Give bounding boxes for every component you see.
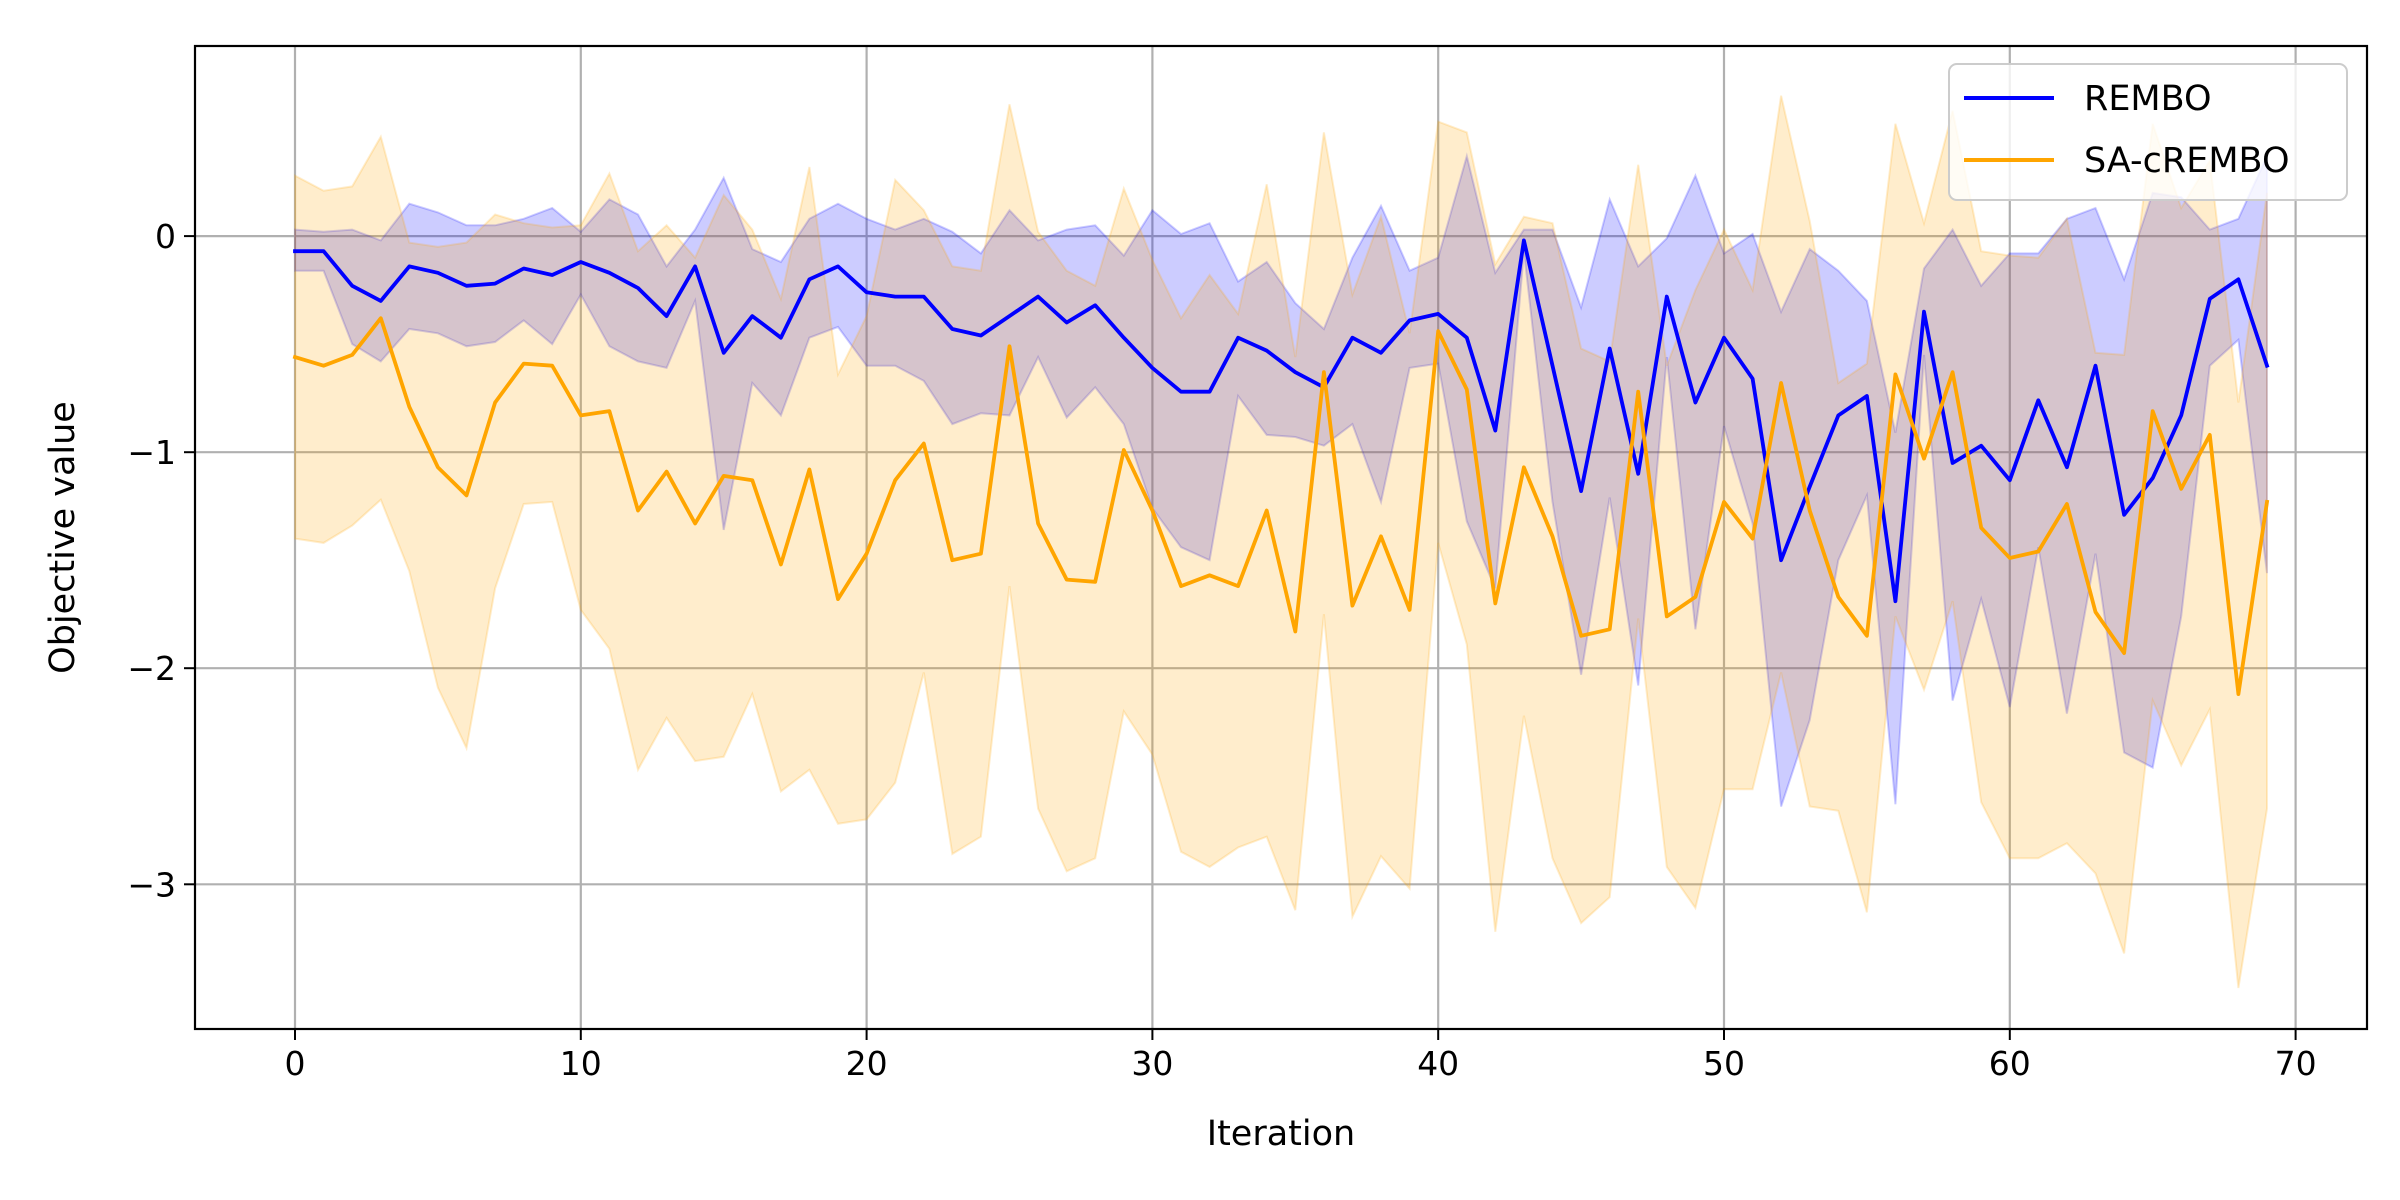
x-tick-label: 70	[2275, 1044, 2317, 1083]
y-tick-label: −1	[127, 433, 176, 472]
y-tick-label: −2	[127, 649, 176, 688]
x-tick-label: 60	[1989, 1044, 2031, 1083]
legend-label-rembo: REMBO	[2084, 79, 2212, 119]
band-rembo	[294, 152, 2268, 807]
legend: REMBO SA-cREMBO	[1948, 63, 2348, 201]
confidence-bands	[294, 95, 2268, 989]
x-tick-label: 20	[846, 1044, 888, 1083]
plot-frame	[193, 44, 2369, 1031]
x-tick-label: 50	[1703, 1044, 1745, 1083]
y-tick-label: 0	[155, 217, 176, 256]
line-rembo	[293, 238, 2270, 604]
series-lines	[292, 238, 2270, 696]
x-axis-label: Iteration	[1207, 1114, 1355, 1154]
axis-ticks: 0 10 20 30 40 50 60 70 0 −1 −2 −3	[127, 217, 2316, 1083]
band-sa-crembo	[294, 95, 2268, 989]
y-tick-label: −3	[127, 865, 176, 904]
x-tick-label: 10	[560, 1044, 602, 1083]
line-sa-crembo	[292, 316, 2270, 696]
grid	[195, 46, 2367, 1029]
x-tick-label: 30	[1131, 1044, 1173, 1083]
x-tick-label: 0	[285, 1044, 306, 1083]
x-tick-label: 40	[1417, 1044, 1459, 1083]
y-axis-label: Objective value	[43, 401, 83, 674]
legend-label-sa-crembo: SA-cREMBO	[2084, 141, 2290, 181]
